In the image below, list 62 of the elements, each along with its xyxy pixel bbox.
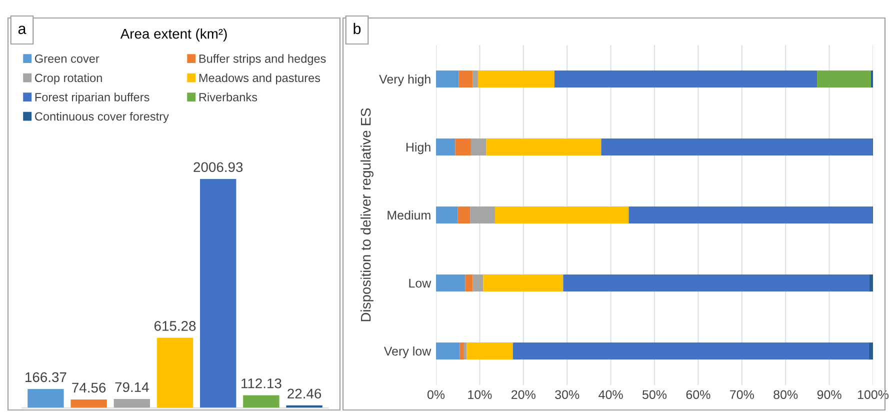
bar bbox=[458, 206, 470, 224]
x-tick-label: 90% bbox=[817, 390, 842, 400]
data-label: 79.14 bbox=[115, 382, 149, 392]
y-tick-label: Very high bbox=[379, 74, 430, 86]
x-tick-label: 50% bbox=[642, 390, 667, 400]
x-tick-label: 10% bbox=[468, 390, 492, 400]
x-tick-label: 60% bbox=[686, 390, 710, 400]
bar bbox=[486, 138, 602, 156]
bar bbox=[436, 342, 460, 360]
bar bbox=[628, 206, 872, 224]
legend-label: Meadows and pastures bbox=[199, 73, 320, 84]
bar bbox=[601, 138, 872, 156]
x-tick-label: 40% bbox=[598, 390, 623, 400]
bar bbox=[817, 70, 871, 88]
bar bbox=[436, 274, 466, 292]
bar bbox=[460, 342, 464, 360]
bar bbox=[436, 70, 459, 88]
data-label: 166.37 bbox=[26, 372, 66, 382]
bar bbox=[554, 70, 818, 88]
legend-label: Green cover bbox=[35, 54, 100, 63]
data-label: 22.46 bbox=[288, 388, 322, 399]
bar bbox=[563, 274, 870, 292]
legend-label: Riverbanks bbox=[199, 92, 258, 102]
bar bbox=[465, 274, 473, 292]
bar bbox=[466, 342, 513, 360]
bar bbox=[472, 274, 484, 292]
y-tick-label: High bbox=[406, 142, 430, 154]
bar bbox=[464, 342, 467, 360]
legend-label: Crop rotation bbox=[35, 73, 102, 84]
data-label: 74.56 bbox=[72, 382, 106, 393]
bar bbox=[494, 206, 629, 224]
text: b bbox=[354, 22, 361, 34]
bar bbox=[455, 138, 471, 156]
bar bbox=[470, 138, 486, 156]
text: a bbox=[18, 26, 26, 34]
bar bbox=[458, 70, 473, 88]
x-tick-label: 100% bbox=[858, 390, 889, 400]
bar bbox=[868, 342, 873, 360]
y-axis-title: Disposition to deliver regulative ES bbox=[360, 108, 374, 322]
y-tick-label: Low bbox=[409, 278, 432, 288]
bar bbox=[512, 342, 869, 360]
bar bbox=[483, 274, 564, 292]
chart-title: Area extent (km²) bbox=[120, 28, 227, 42]
x-tick-label: 0% bbox=[427, 390, 445, 400]
bar bbox=[870, 274, 873, 292]
bar bbox=[472, 70, 478, 88]
legend-label: Forest riparian buffers bbox=[35, 92, 150, 104]
y-tick-label: Medium bbox=[388, 210, 430, 220]
data-label: 615.28 bbox=[154, 321, 196, 331]
legend-label: Buffer strips and hedges bbox=[199, 54, 326, 66]
bar bbox=[478, 70, 554, 88]
bar bbox=[436, 206, 458, 224]
data-label: 112.13 bbox=[242, 378, 282, 388]
y-tick-label: Very low bbox=[384, 346, 432, 358]
x-tick-label: 20% bbox=[512, 390, 536, 400]
x-tick-label: 30% bbox=[555, 390, 580, 400]
data-label: 2006.93 bbox=[194, 162, 243, 172]
bar bbox=[436, 138, 456, 156]
legend-label: Continuous cover forestry bbox=[35, 112, 169, 123]
bar bbox=[470, 206, 495, 224]
x-tick-label: 80% bbox=[774, 390, 798, 400]
x-tick-label: 70% bbox=[730, 390, 754, 400]
